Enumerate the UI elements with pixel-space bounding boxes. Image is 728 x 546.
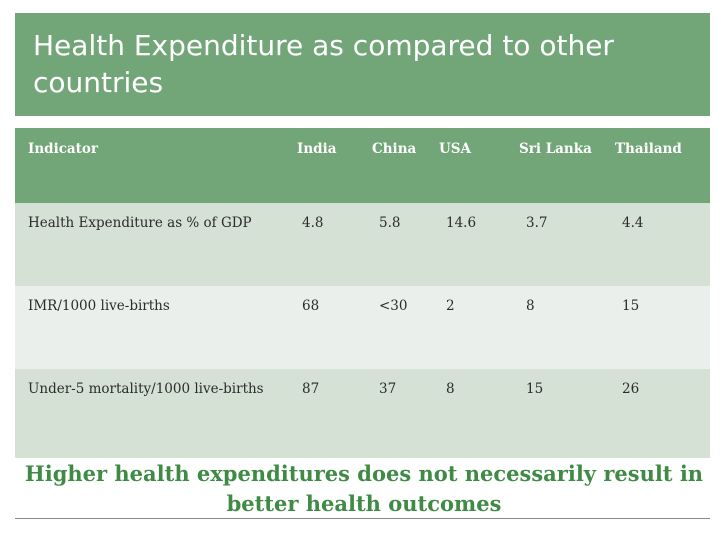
table-header-row: Indicator India China USA Sri Lanka Thai… [15,128,710,203]
sri-lanka-column-highlight [513,128,609,455]
china-value: <30 [379,298,408,314]
table-row: Health Expenditure as % of GDP 4.8 5.8 1… [15,203,710,286]
indicator-cell: Health Expenditure as % of GDP [28,215,252,231]
indicator-cell: Under-5 mortality/1000 live-births [28,381,264,397]
india-column-highlight [289,128,366,455]
usa-value: 8 [446,381,455,397]
header-india: India [297,141,337,157]
footer-divider [15,518,710,519]
indicator-cell: IMR/1000 live-births [28,298,170,314]
thailand-value: 15 [622,298,640,314]
conclusion-text: Higher health expenditures does not nece… [24,461,704,516]
table-row: Under-5 mortality/1000 live-births 87 37… [15,369,710,458]
sri-lanka-value: 3.7 [526,215,548,231]
header-thailand: Thailand [615,141,682,157]
thailand-value: 26 [622,381,640,397]
sri-lanka-value: 15 [526,381,544,397]
header-indicator: Indicator [28,141,99,157]
usa-value: 2 [446,298,455,314]
header-sri-lanka: Sri Lanka [519,141,592,157]
title-bar [15,13,710,116]
header-usa: USA [439,141,471,157]
india-value: 4.8 [302,215,324,231]
table-row: IMR/1000 live-births 68 <30 2 8 15 [15,286,710,369]
usa-value: 14.6 [446,215,477,231]
health-comparison-table: Indicator India China USA Sri Lanka Thai… [15,128,710,458]
china-value: 5.8 [379,215,401,231]
china-value: 37 [379,381,397,397]
india-value: 68 [302,298,320,314]
india-value: 87 [302,381,320,397]
thailand-value: 4.4 [622,215,644,231]
slide-title: Health Expenditure as compared to other … [33,29,614,99]
sri-lanka-value: 8 [526,298,535,314]
header-china: China [372,141,417,157]
